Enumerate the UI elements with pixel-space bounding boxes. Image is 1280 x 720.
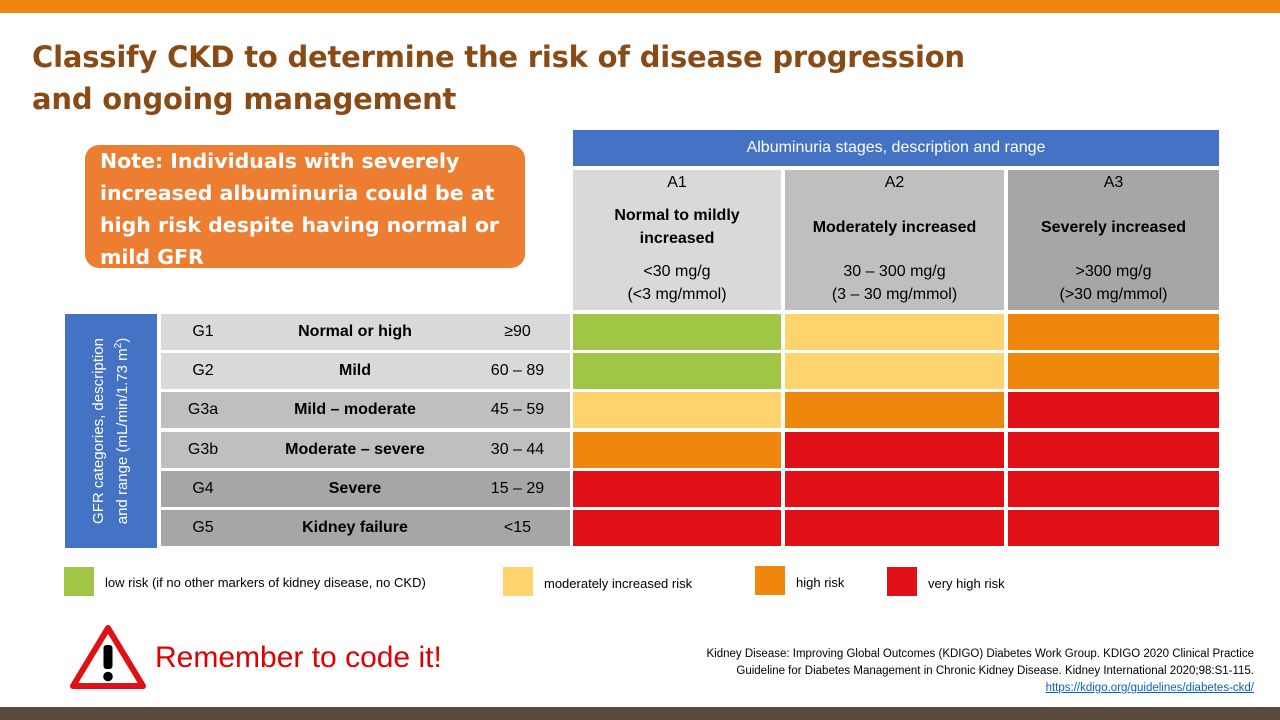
stage-a1-header: A1 Normal to mildly increased <30 mg/g (… [573,170,781,310]
page-title: Classify CKD to determine the risk of di… [32,36,965,120]
stage-a3-range-line-1: >300 mg/g [1075,263,1152,280]
gfr-side-label: GFR categories, description and range (m… [89,314,133,548]
gfr-desc: Mild [339,362,371,379]
legend-label-low: low risk (if no other markers of kidney … [105,575,426,590]
note-line-4: mild GFR [100,245,204,269]
risk-cell-g3b-a2-very-high [785,432,1004,468]
gfr-desc: Mild – moderate [294,401,416,418]
risk-cell-g2-a3-high [1008,353,1219,389]
risk-cell-g5-a1-very-high [573,510,781,546]
warning-triangle-icon [70,625,146,689]
gfr-row-g4: G4 Severe 15 – 29 [161,471,570,507]
stage-a3-desc-line-1: Severely increased [1041,218,1186,236]
gfr-row-g1: G1 Normal or high ≥90 [161,314,570,350]
stage-a3-header: A3 Severely increased >300 mg/g (>30 mg/… [1008,170,1219,310]
stage-a3-range: >300 mg/g (>30 mg/mmol) [1008,260,1219,306]
gfr-code: G3b [187,441,219,458]
gfr-range: <15 [503,519,532,536]
gfr-row-g3b: G3b Moderate – severe 30 – 44 [161,432,570,468]
legend-swatch-moderate [503,567,533,596]
risk-cell-g4-a1-very-high [573,471,781,507]
legend-label-high: high risk [796,575,845,590]
risk-cell-g4-a2-very-high [785,471,1004,507]
gfr-desc: Normal or high [298,323,412,340]
stage-a1-desc-line-1: Normal to mildly [614,207,740,224]
gfr-desc: Kidney failure [302,519,408,536]
citation-link[interactable]: https://kdigo.org/guidelines/diabetes-ck… [1045,682,1254,694]
note-line-2: increased albuminuria could be at [100,181,495,205]
note-line-1: Note: Individuals with severely [100,149,460,173]
note-callout: Note: Individuals with severely increase… [85,145,525,269]
stage-a1-desc-line-2: increased [639,230,715,247]
stage-a2-desc: Moderately increased [785,202,1004,252]
top-accent-bar [0,0,1280,13]
page-title-line-1: Classify CKD to determine the risk of di… [32,40,965,74]
risk-cell-g1-a2-moderate [785,314,1004,350]
stage-a1-range-line-2: (<3 mg/mmol) [627,286,727,303]
remember-to-code-text: Remember to code it! [155,641,442,674]
gfr-code: G3a [187,401,219,418]
albuminuria-header: Albuminuria stages, description and rang… [573,130,1219,166]
risk-cell-g3b-a1-high [573,432,781,468]
risk-cell-g2-a2-moderate [785,353,1004,389]
stage-a1-desc: Normal to mildly increased [573,202,781,252]
risk-cell-g3a-a2-high [785,392,1004,428]
gfr-row-g3a: G3a Mild – moderate 45 – 59 [161,392,570,428]
note-line-3: high risk despite having normal or [100,213,500,237]
risk-cell-g4-a3-very-high [1008,471,1219,507]
risk-cell-g3a-a1-moderate [573,392,781,428]
stage-a2-code: A2 [884,174,905,191]
citation-line-2: Guideline for Diabetes Management in Chr… [736,665,1254,677]
gfr-range: ≥90 [504,323,531,340]
legend-swatch-low [64,567,94,596]
stage-a1-code: A1 [667,174,687,191]
gfr-code: G1 [192,323,214,340]
stage-a2-range-line-2: (3 – 30 mg/mmol) [831,286,958,303]
stage-a2-range: 30 – 300 mg/g (3 – 30 mg/mmol) [785,260,1004,306]
gfr-code: G2 [192,362,214,379]
gfr-code: G4 [192,480,214,497]
gfr-side-panel [65,314,157,548]
stage-a2-desc-line-1: Moderately increased [812,218,977,236]
legend-label-moderate: moderately increased risk [544,576,693,591]
citation-line-1: Kidney Disease: Improving Global Outcome… [706,648,1254,660]
gfr-range: 15 – 29 [490,480,545,497]
gfr-desc: Severe [328,480,382,497]
gfr-range: 30 – 44 [490,441,545,458]
gfr-row-g5: G5 Kidney failure <15 [161,510,570,546]
legend-swatch-high [755,566,785,595]
page-title-line-2: and ongoing management [32,82,457,116]
gfr-side-label-line-2: and range (mL/min/1.73 m2) [113,337,131,525]
risk-cell-g1-a1-low [573,314,781,350]
stage-a3-code: A3 [1103,174,1124,191]
stage-a1-range-line-1: <30 mg/g [643,263,711,280]
legend-swatch-very-high [887,567,917,596]
gfr-row-g2: G2 Mild 60 – 89 [161,353,570,389]
stage-a3-range-line-2: (>30 mg/mmol) [1059,286,1168,303]
risk-cell-g1-a3-high [1008,314,1219,350]
gfr-range: 60 – 89 [490,362,545,379]
risk-cell-g5-a2-very-high [785,510,1004,546]
bottom-accent-bar [0,707,1280,720]
risk-cell-g5-a3-very-high [1008,510,1219,546]
stage-a2-range-line-1: 30 – 300 mg/g [843,263,946,280]
gfr-desc: Moderate – severe [285,441,425,458]
risk-cell-g2-a1-low [573,353,781,389]
stage-a3-desc: Severely increased [1008,202,1219,252]
stage-a2-header: A2 Moderately increased 30 – 300 mg/g (3… [785,170,1004,310]
stage-a1-range: <30 mg/g (<3 mg/mmol) [573,260,781,306]
legend-label-very-high: very high risk [928,576,1005,591]
gfr-code: G5 [192,519,214,536]
citation: Kidney Disease: Improving Global Outcome… [634,646,1254,697]
gfr-range: 45 – 59 [490,401,545,418]
risk-cell-g3a-a3-very-high [1008,392,1219,428]
gfr-side-label-line-1: GFR categories, description [90,338,107,524]
risk-cell-g3b-a3-very-high [1008,432,1219,468]
